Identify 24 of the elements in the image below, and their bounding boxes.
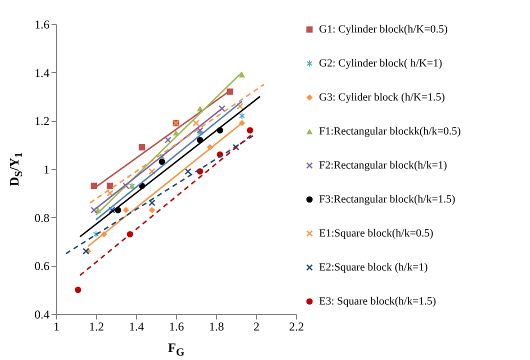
x-tick-label: 1.6 xyxy=(169,320,184,334)
legend-label: G1: Cylinder block(h/K=0.5) xyxy=(319,24,448,36)
legend-label: F1:Rectangular blockk(h/k=0.5) xyxy=(319,126,462,138)
x-tick-label: 2 xyxy=(254,320,260,334)
legend-label: E1:Square block(h/k=0.5) xyxy=(319,228,434,240)
y-tick-label: 1.6 xyxy=(34,18,50,32)
y-tick-label: 0.4 xyxy=(34,308,50,322)
x-tick-label: 1.8 xyxy=(209,320,224,334)
x-tick-label: 1.2 xyxy=(89,320,104,334)
legend-label: F2:Rectangular block(h/k=1) xyxy=(319,160,448,172)
y-tick-label: 1 xyxy=(44,162,50,176)
y-tick-label: 1.4 xyxy=(34,66,50,80)
x-axis-title: F$_{G}$ xyxy=(168,340,184,359)
x-tick-label: 1.4 xyxy=(129,320,144,334)
legend-label: E3: Square block(h/k=1.5) xyxy=(319,296,436,308)
legend-label: F3:Rectangular block(h/k=1.5) xyxy=(319,194,456,206)
x-tick-label: 1 xyxy=(54,320,60,334)
y-tick-label: 0.8 xyxy=(34,210,50,225)
legend-label: E2:Square block (h/k=1) xyxy=(319,262,428,274)
x-tick-label: 2.2 xyxy=(289,320,304,334)
legend-label: G2: Cylinder block( h/K=1) xyxy=(319,58,443,70)
y-tick-label: 1.2 xyxy=(34,114,50,128)
legend-label: G3: Cylider block (h/K=1.5) xyxy=(319,92,446,104)
y-tick-label: 0.6 xyxy=(34,259,50,274)
